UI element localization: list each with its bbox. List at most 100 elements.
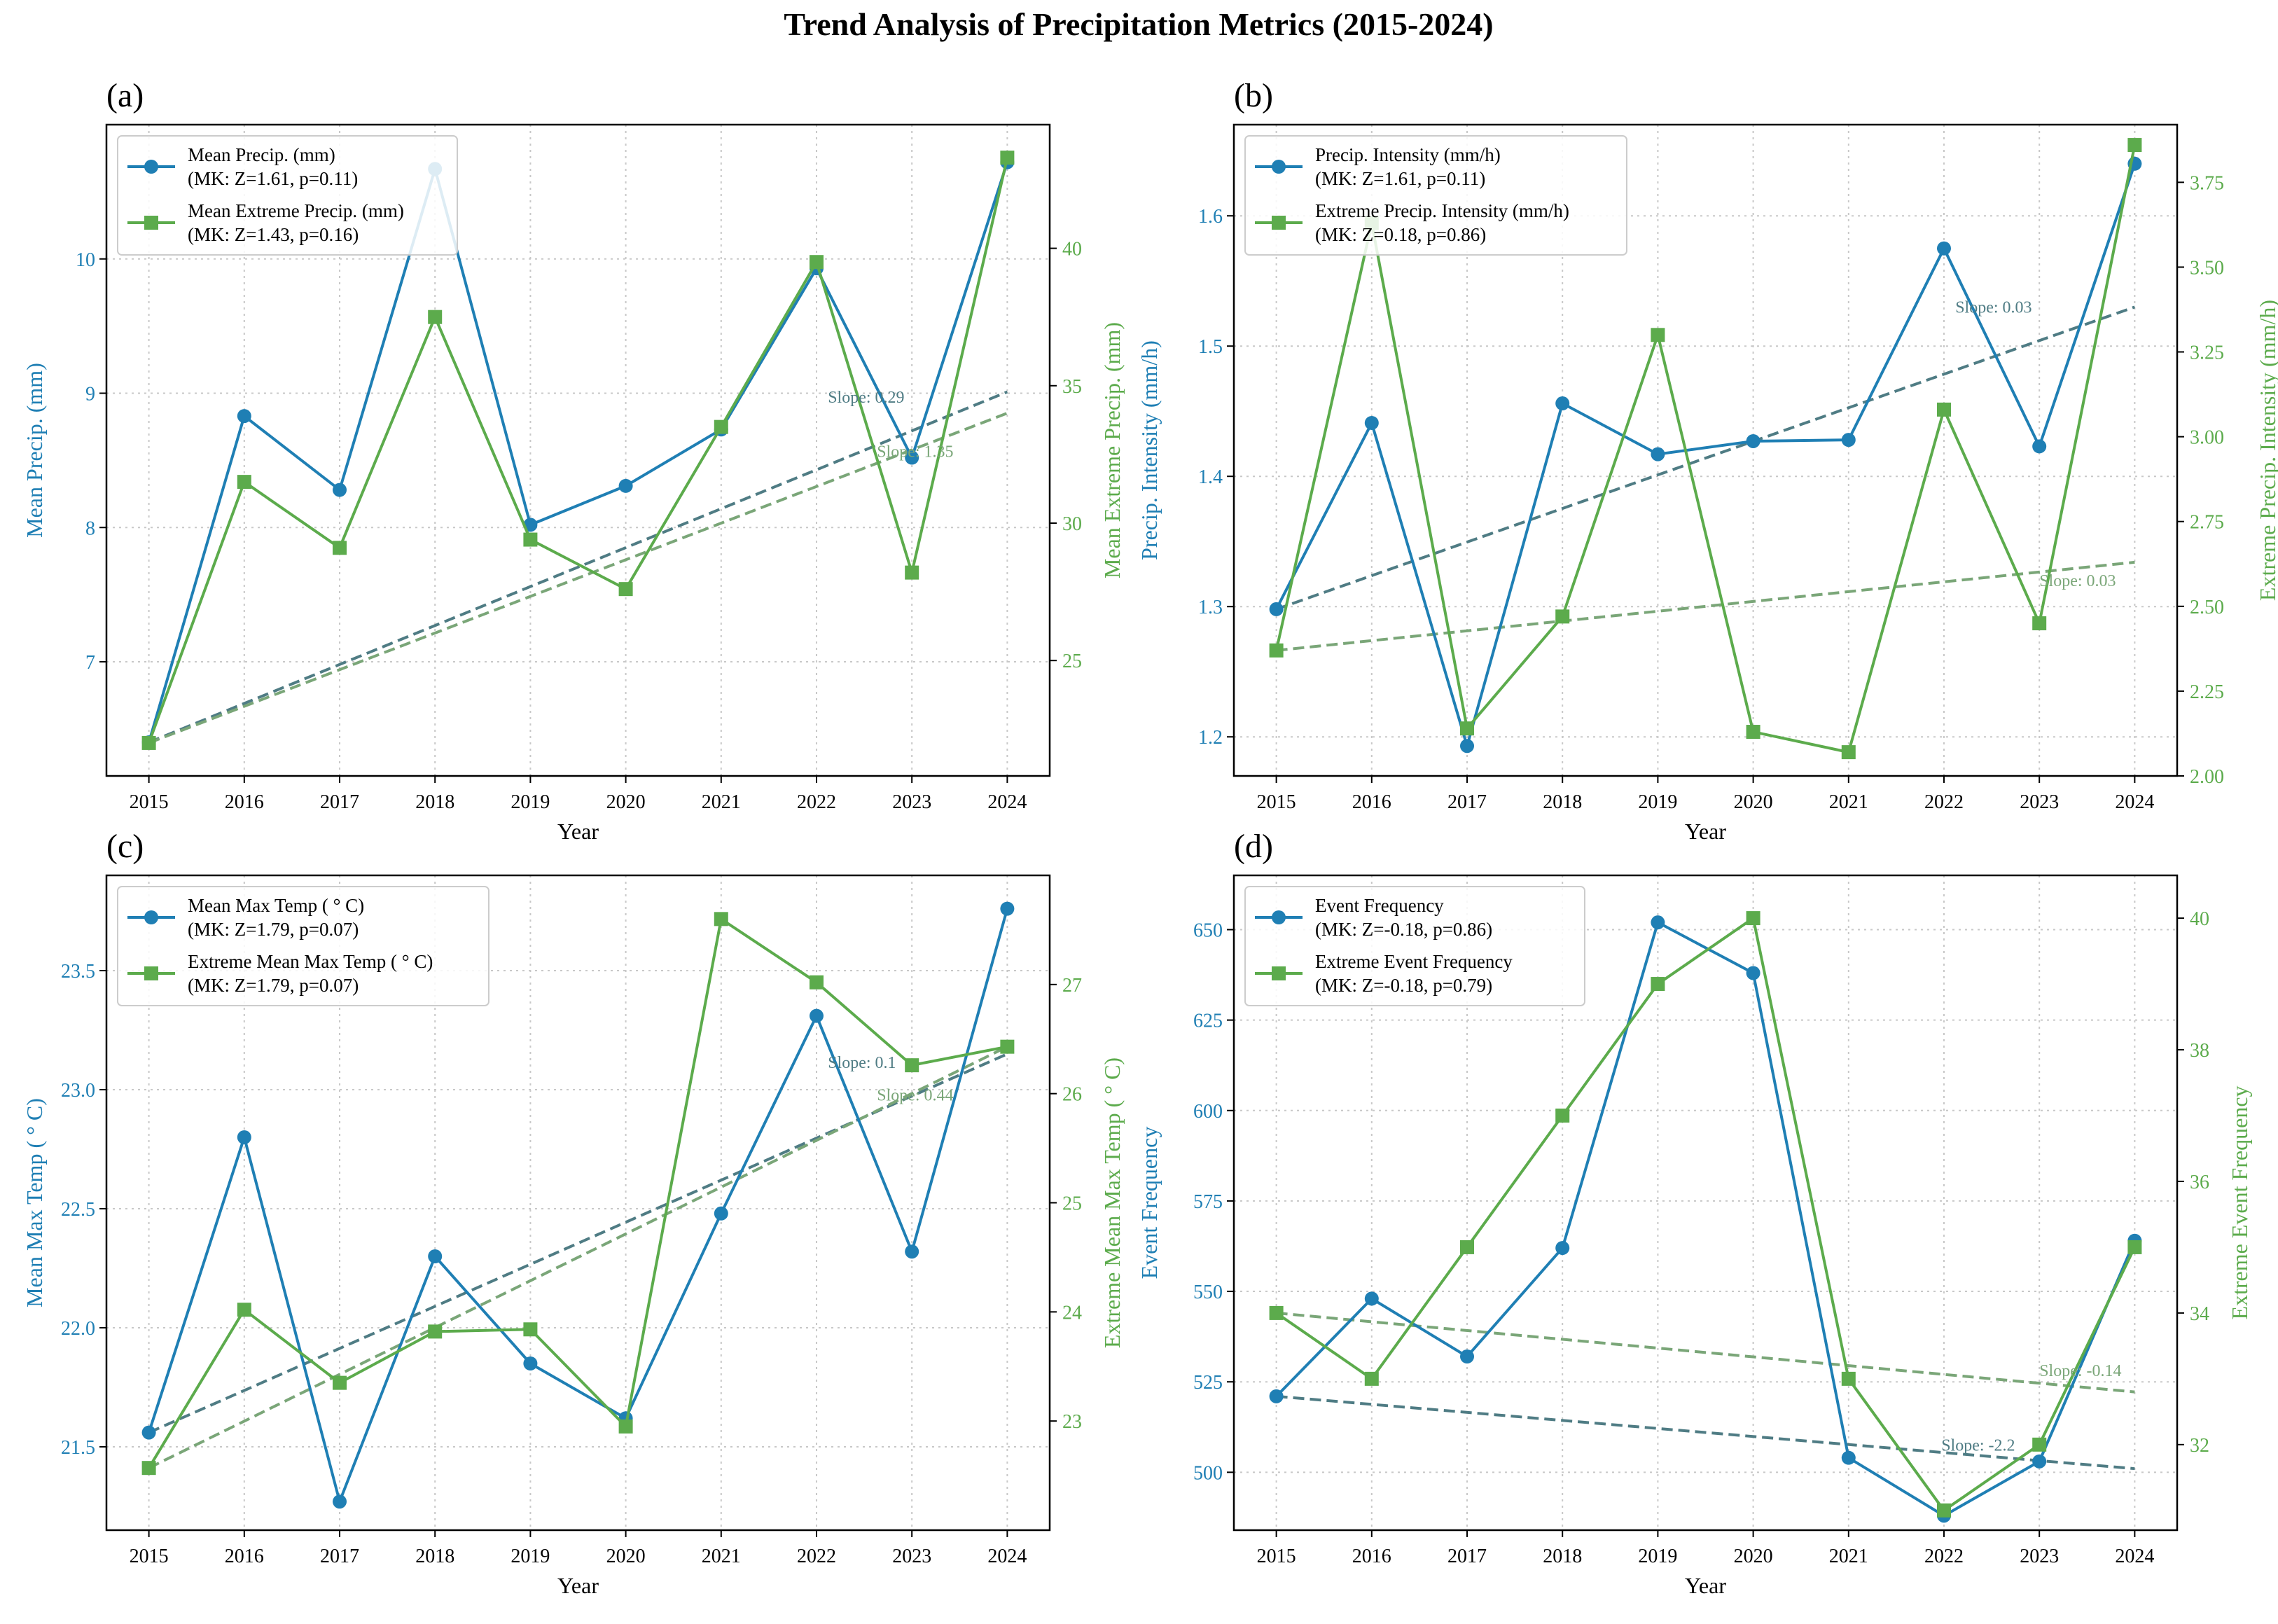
data-point xyxy=(2032,616,2047,631)
slope-label: Slope: 0.03 xyxy=(1955,298,2032,317)
y-right-tick-label: 3.75 xyxy=(2190,172,2224,194)
y-left-tick-label: 10 xyxy=(76,249,95,271)
data-point xyxy=(1936,241,1951,256)
legend-box xyxy=(1244,886,1585,1006)
slope-label: Slope: 1.35 xyxy=(877,443,953,461)
plot-frame xyxy=(1232,874,2179,1532)
x-tick-label: 2022 xyxy=(797,791,836,813)
slope-label: Slope: 0.1 xyxy=(828,1054,896,1072)
x-tick-label: 2015 xyxy=(1257,791,1296,813)
data-point xyxy=(1364,415,1379,430)
panels: 2015 2016 2017 2018 2019 2020 2021 2022 2023 2024… xyxy=(22,77,2278,1598)
data-point xyxy=(809,255,824,270)
x-tick-label: 2021 xyxy=(702,791,741,813)
y-left-tick-label: 1.5 xyxy=(1198,336,1223,358)
x-tick-label: 2022 xyxy=(1924,1546,1964,1567)
data-point xyxy=(1000,1039,1015,1054)
series-line-primary xyxy=(1275,163,2137,751)
panel-label: (a) xyxy=(106,77,144,114)
data-point xyxy=(714,419,728,434)
slope-label: Slope: 0.44 xyxy=(877,1086,953,1104)
series-line-primary xyxy=(1275,920,2137,1518)
x-tick-label: 2021 xyxy=(702,1546,741,1567)
legend-mk-label: (MK: Z=-0.18, p=0.79) xyxy=(1315,975,1492,996)
data-point xyxy=(1651,915,1665,930)
data-point xyxy=(1746,725,1760,740)
legend-mk-label: (MK: Z=0.18, p=0.86) xyxy=(1315,224,1486,245)
data-point xyxy=(1269,1389,1284,1403)
data-point xyxy=(1936,402,1951,417)
data-point xyxy=(1460,721,1475,736)
legend-marker xyxy=(144,966,158,980)
y-left-tick-label: 575 xyxy=(1193,1191,1223,1213)
data-point xyxy=(618,478,633,493)
legend-marker xyxy=(144,910,158,924)
y-left-tick-label: 8 xyxy=(85,518,95,539)
y-left-tick-label: 1.2 xyxy=(1198,727,1223,749)
y-left-tick-label: 525 xyxy=(1193,1372,1223,1394)
x-tick-label: 2021 xyxy=(1829,791,1868,813)
x-tick-label: 2018 xyxy=(1543,791,1582,813)
y-right-tick-label: 25 xyxy=(1062,1193,1082,1215)
chart-panel-d: 2015 2016 2017 2018 2019 2020 2021 2022 2023 2024… xyxy=(1137,828,2252,1598)
y-left-tick-label: 23.0 xyxy=(61,1080,95,1102)
x-tick-label: 2016 xyxy=(1352,791,1391,813)
y-left-axis-label: Precip. Intensity (mm/h) xyxy=(1137,340,1162,560)
legend-mk-label: (MK: Z=1.61, p=0.11) xyxy=(1315,168,1485,189)
legend-label: Event Frequency xyxy=(1315,895,1444,916)
x-tick-label: 2024 xyxy=(987,1546,1027,1567)
legend-mk-label: (MK: Z=-0.18, p=0.86) xyxy=(1315,919,1492,940)
data-point xyxy=(523,1322,538,1337)
legend-label: Mean Extreme Precip. (mm) xyxy=(188,200,404,221)
data-point xyxy=(1841,1450,1856,1465)
x-tick-label: 2017 xyxy=(320,791,359,813)
y-left-tick-label: 1.4 xyxy=(1198,466,1223,488)
x-axis-label: Year xyxy=(557,1573,599,1598)
data-point xyxy=(905,565,919,580)
y-right-tick-label: 25 xyxy=(1062,651,1082,672)
x-tick-label: 2022 xyxy=(797,1546,836,1567)
y-left-tick-label: 21.5 xyxy=(61,1437,95,1459)
trend-line-secondary xyxy=(1276,560,2135,652)
legend-box xyxy=(1244,135,1627,256)
y-left-tick-label: 22.5 xyxy=(61,1199,95,1221)
x-tick-label: 2017 xyxy=(320,1546,359,1567)
slope-label: Slope: -2.2 xyxy=(1941,1437,2015,1455)
series-line-secondary xyxy=(147,916,1008,1469)
x-tick-label: 2020 xyxy=(1734,791,1773,813)
data-point xyxy=(905,1058,919,1073)
legend-marker xyxy=(1272,910,1286,924)
legend-label: Extreme Event Frequency xyxy=(1315,951,1513,972)
data-point xyxy=(141,1425,156,1440)
legend-mk-label: (MK: Z=1.79, p=0.07) xyxy=(188,975,359,996)
series-line-primary xyxy=(147,908,1009,1506)
legend-label: Mean Precip. (mm) xyxy=(188,144,335,165)
y-left-tick-label: 550 xyxy=(1193,1282,1223,1303)
legend-label: Extreme Precip. Intensity (mm/h) xyxy=(1315,200,1569,221)
data-point xyxy=(809,975,824,990)
x-tick-label: 2020 xyxy=(606,791,646,813)
data-point xyxy=(1000,151,1015,165)
data-point xyxy=(237,1303,251,1317)
data-point xyxy=(2032,439,2047,454)
data-point xyxy=(905,450,919,465)
y-right-tick-label: 40 xyxy=(2190,908,2209,930)
data-point xyxy=(1555,609,1570,624)
data-point xyxy=(237,475,251,490)
x-tick-label: 2015 xyxy=(130,791,169,813)
legend-marker xyxy=(1272,216,1286,230)
data-point xyxy=(428,310,443,324)
data-point xyxy=(1746,911,1760,926)
legend-mk-label: (MK: Z=1.61, p=0.11) xyxy=(188,168,358,189)
x-tick-label: 2023 xyxy=(2020,1546,2059,1567)
y-left-tick-label: 9 xyxy=(85,384,95,405)
data-point xyxy=(333,1494,347,1509)
y-left-tick-label: 22.0 xyxy=(61,1318,95,1340)
figure-title: Trend Analysis of Precipitation Metrics … xyxy=(784,6,1493,42)
data-point xyxy=(2032,1437,2047,1452)
x-tick-label: 2020 xyxy=(1734,1546,1773,1567)
chart-panel-a: 2015 2016 2017 2018 2019 2020 2021 2022 2023 2024… xyxy=(22,77,1125,844)
x-tick-label: 2016 xyxy=(1352,1546,1391,1567)
data-point xyxy=(618,1419,633,1434)
data-point xyxy=(428,1324,443,1339)
